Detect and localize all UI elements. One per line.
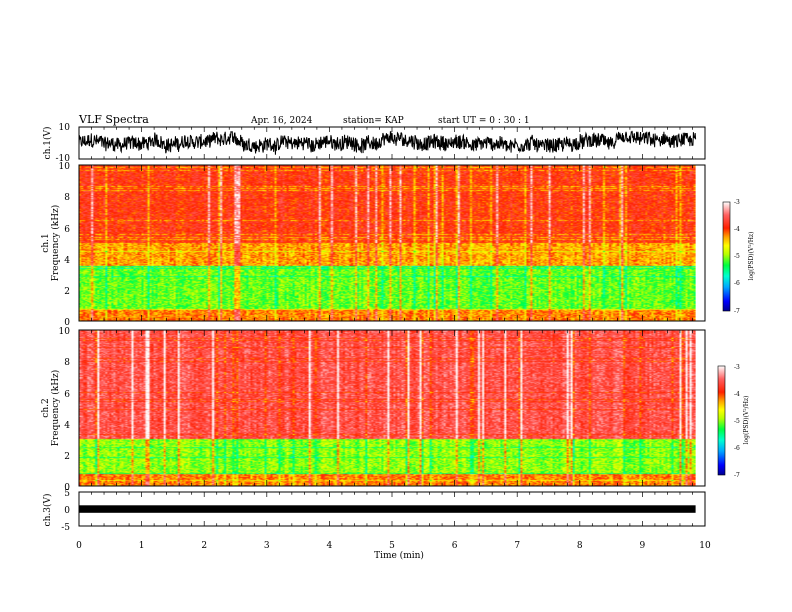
- x-tick-4: 4: [327, 541, 333, 551]
- ch1-cb-tick-m4: -4: [734, 226, 740, 233]
- x-axis-label: Time (min): [374, 550, 424, 561]
- start-time-label: start UT = 0 : 30 : 1: [438, 116, 530, 126]
- ch1-wave-ytick-top: 10: [59, 123, 71, 133]
- ch1-wave-ytick-bottom: -10: [56, 154, 71, 164]
- date-label: Apr. 16, 2024: [250, 116, 313, 126]
- ch2-spectrogram-ticks: [78, 330, 706, 486]
- ch1-waveform-line: [78, 130, 697, 155]
- ch2-spec-ylabel-channel: ch.2: [41, 398, 51, 417]
- ch2-cb-tick-m7: -7: [734, 472, 740, 479]
- x-tick-10: 10: [699, 541, 711, 551]
- x-tick-9: 9: [640, 541, 646, 551]
- ch3-waveform-ticks: [78, 492, 706, 526]
- ch2-spectrogram-image: [79, 330, 696, 486]
- ch2-cb-tick-m3: -3: [734, 364, 740, 371]
- ch2-cb-tick-m5: -5: [734, 418, 740, 425]
- x-tick-2: 2: [201, 541, 207, 551]
- figure-title: VLF Spectra: [78, 113, 149, 126]
- ch1-cb-tick-m5: -5: [734, 253, 740, 260]
- x-tick-7: 7: [514, 541, 520, 551]
- ch1-ytick-2: 2: [64, 287, 70, 297]
- ch1-spec-ylabel-channel: ch.1: [41, 233, 51, 252]
- ch2-colorbar-label: log(PSD)(V²/Hz): [743, 396, 750, 445]
- ch2-cb-tick-m6: -6: [734, 445, 740, 452]
- ch1-colorbar-scale: [722, 201, 731, 312]
- ch1-cb-tick-m3: -3: [734, 199, 740, 206]
- ch1-ytick-10: 10: [59, 162, 71, 172]
- x-tick-6: 6: [452, 541, 458, 551]
- x-tick-0: 0: [76, 541, 82, 551]
- ch1-cb-tick-m7: -7: [734, 308, 740, 315]
- ch1-spec-ylabel-frequency: Frequency (kHz): [50, 205, 61, 282]
- ch2-spectrogram-yticks: 0 2 4 6 8 10: [59, 327, 71, 493]
- ch3-wave-ytick-bottom: -5: [61, 523, 70, 533]
- ch3-waveform-panel: 5 0 -5 ch.3(V): [42, 489, 706, 533]
- ch1-waveform-panel: 10 -10 ch.1(V): [42, 123, 706, 164]
- ch1-wave-ylabel: ch.1(V): [42, 127, 53, 160]
- ch1-ytick-8: 8: [64, 193, 70, 203]
- ch3-wave-ytick-mid: 0: [64, 506, 70, 516]
- ch2-spec-ylabel-frequency: Frequency (kHz): [50, 370, 61, 447]
- ch3-wave-ylabel: ch.3(V): [42, 494, 53, 527]
- ch1-cb-tick-m6: -6: [734, 280, 740, 287]
- ch2-ytick-4: 4: [64, 421, 70, 431]
- station-label: station= KAP: [343, 116, 404, 126]
- ch2-spectrogram-panel: 0 2 4 6 8 10 ch.2 Frequency (kHz): [41, 327, 706, 493]
- ch1-waveform-ticks: [78, 127, 706, 159]
- x-tick-3: 3: [264, 541, 270, 551]
- x-tick-1: 1: [139, 541, 145, 551]
- ch1-colorbar-label: log(PSD)(V²/Hz): [748, 232, 755, 281]
- ch1-ytick-4: 4: [64, 256, 70, 266]
- ch1-spectrogram-panel: 0 2 4 6 8 10 ch.1 Frequency (kHz): [41, 162, 706, 328]
- ch2-ytick-10: 10: [59, 327, 71, 337]
- x-tick-8: 8: [577, 541, 583, 551]
- ch2-ytick-2: 2: [64, 452, 70, 462]
- ch1-spectrogram-ticks: [78, 165, 706, 321]
- ch3-wave-ytick-top: 5: [64, 489, 70, 499]
- x-axis-tick-labels: 0 1 2 3 4 5 6 7 8 9 10: [76, 541, 711, 551]
- ch2-cb-tick-m4: -4: [734, 391, 740, 398]
- ch1-spectrogram-image: [79, 165, 696, 321]
- x-tick-5: 5: [389, 541, 395, 551]
- ch1-spectrogram-yticks: 0 2 4 6 8 10: [59, 162, 71, 328]
- ch1-ytick-6: 6: [64, 225, 70, 235]
- ch2-colorbar: -3 -4 -5 -6 -7 log(PSD)(V²/Hz): [717, 364, 750, 479]
- ch3-waveform-trace: [79, 505, 696, 513]
- ch2-ytick-0: 0: [64, 483, 70, 493]
- ch2-ytick-6: 6: [64, 390, 70, 400]
- ch2-colorbar-scale: [717, 365, 726, 476]
- ch1-ytick-0: 0: [64, 318, 70, 328]
- ch2-ytick-8: 8: [64, 358, 70, 368]
- ch1-colorbar: -3 -4 -5 -6 -7 log(PSD)(V²/Hz): [722, 199, 755, 315]
